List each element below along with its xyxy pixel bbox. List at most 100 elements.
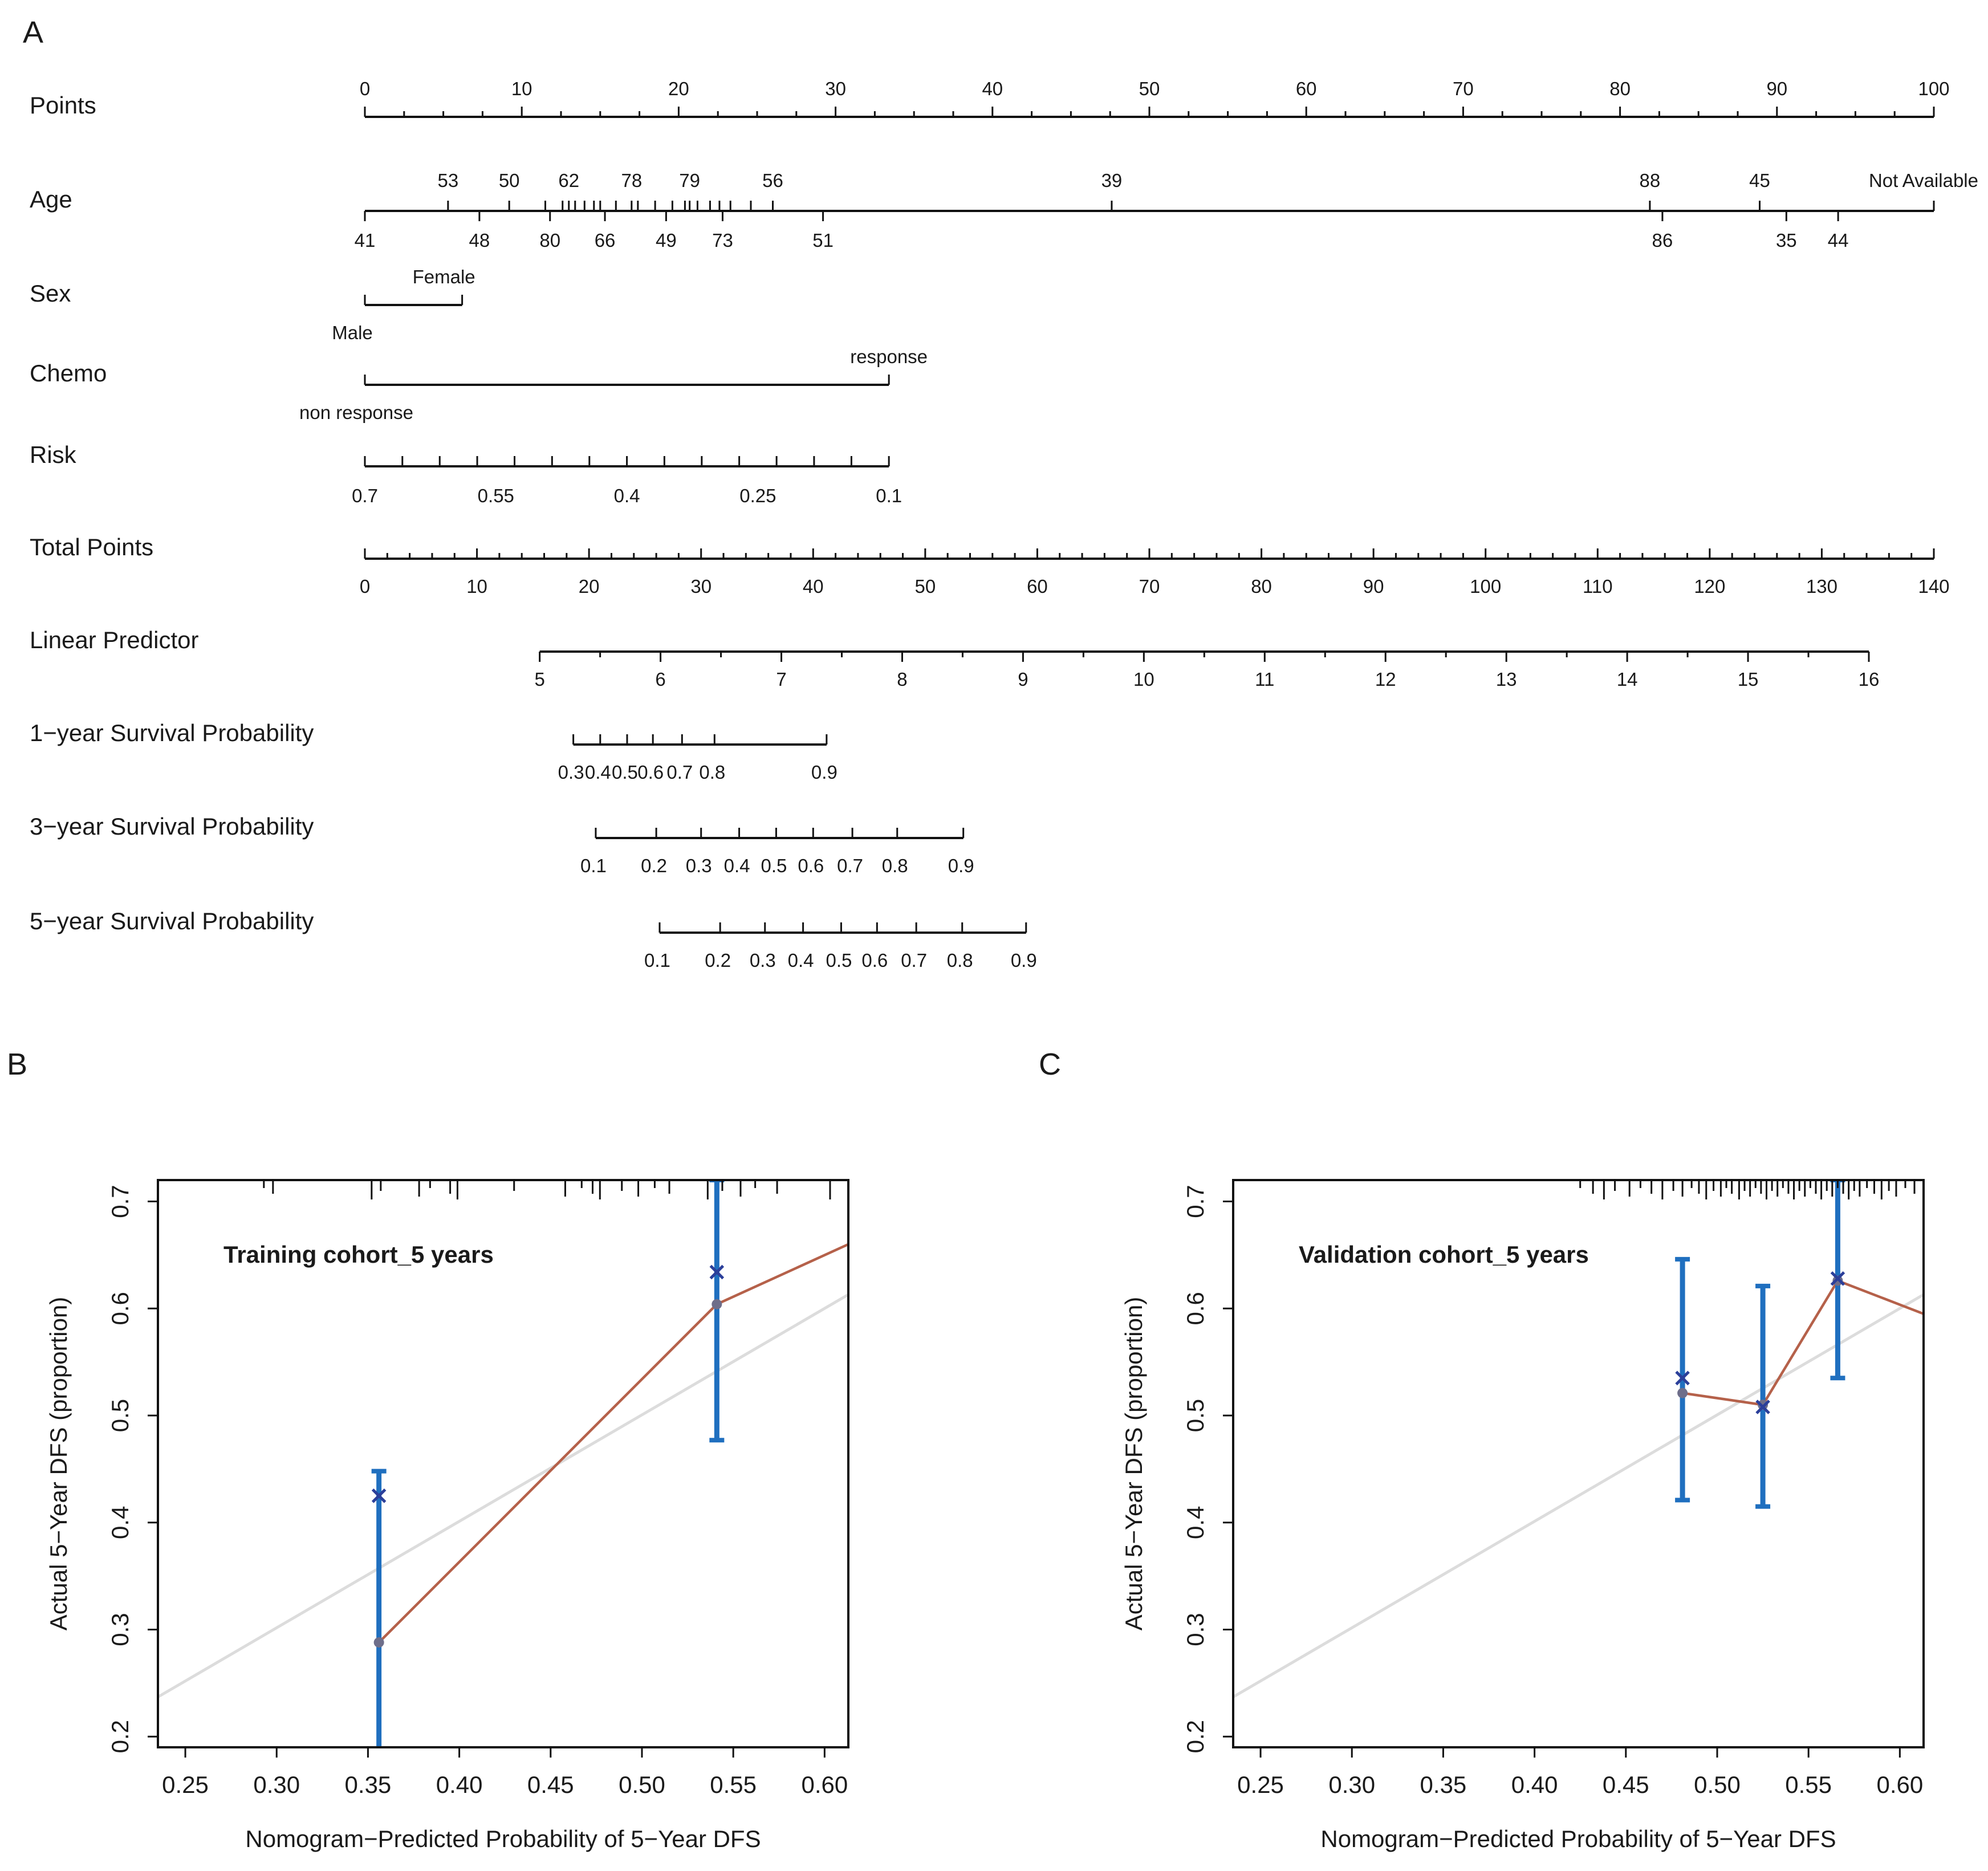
tick-label: 0 bbox=[360, 576, 370, 597]
tick-label: 70 bbox=[1139, 576, 1160, 597]
y-tick-label: 0.4 bbox=[107, 1506, 133, 1539]
x-tick-label: 0.55 bbox=[1785, 1771, 1832, 1798]
y-tick-label: 0.5 bbox=[1182, 1399, 1209, 1432]
tick-label: 130 bbox=[1806, 576, 1837, 597]
tick-label: 9 bbox=[1018, 669, 1028, 690]
tick-label: 40 bbox=[803, 576, 824, 597]
level-label-above: Not Available bbox=[1869, 170, 1978, 191]
row-label: Risk bbox=[30, 441, 77, 468]
x-tick-label: 0.50 bbox=[619, 1771, 665, 1798]
row-label: Chemo bbox=[30, 360, 107, 387]
tick-label: 90 bbox=[1766, 78, 1787, 99]
tick-label: 50 bbox=[914, 576, 936, 597]
x-tick-label: 0.40 bbox=[1511, 1771, 1558, 1798]
tick-label: 15 bbox=[1738, 669, 1759, 690]
level-label-below: 35 bbox=[1776, 230, 1797, 251]
x-tick-label: 0.60 bbox=[1876, 1771, 1923, 1798]
level-label-above: 56 bbox=[762, 170, 783, 191]
level-label-above: response bbox=[850, 346, 928, 367]
x-tick-label: 0.25 bbox=[162, 1771, 209, 1798]
y-tick-label: 0.4 bbox=[1182, 1506, 1209, 1539]
level-label-below: 73 bbox=[712, 230, 733, 251]
cohort-annotation: Training cohort_5 years bbox=[223, 1241, 494, 1268]
row-label: 1−year Survival Probability bbox=[30, 719, 314, 746]
calibration-panel-b: 0.25 0.30 0.35 0.40 0.45 0.50 0.55 0.60 0.2 0.3 0.… bbox=[45, 1179, 849, 1852]
level-label-above: 50 bbox=[499, 170, 520, 191]
x-tick-label: 0.45 bbox=[1603, 1771, 1649, 1798]
tick-label: 0.5 bbox=[761, 855, 787, 876]
level-label-above: 62 bbox=[558, 170, 579, 191]
level-label-above: 53 bbox=[437, 170, 458, 191]
panel-letter-b: B bbox=[7, 1047, 27, 1081]
tick-label: 5 bbox=[534, 669, 544, 690]
x-tick-label: 0.35 bbox=[345, 1771, 392, 1798]
y-tick-label: 0.5 bbox=[107, 1399, 133, 1432]
x-axis-title: Nomogram−Predicted Probability of 5−Year… bbox=[245, 1825, 761, 1852]
tick-label: 90 bbox=[1363, 576, 1384, 597]
apparent-point bbox=[712, 1299, 722, 1309]
tick-label: 7 bbox=[776, 669, 786, 690]
level-label-above: 45 bbox=[1749, 170, 1770, 191]
tick-label: 10 bbox=[511, 78, 532, 99]
panel-letter-c: C bbox=[1039, 1047, 1061, 1081]
y-axis-title: Actual 5−Year DFS (proportion) bbox=[1120, 1297, 1147, 1631]
y-tick-label: 0.2 bbox=[1182, 1720, 1209, 1753]
level-label-below: 66 bbox=[595, 230, 616, 251]
nomogram-row-age: Age 53 50 62 78 79 56 39 88 45 Not Available 41 48 80… bbox=[30, 170, 1978, 251]
level-label-below: non response bbox=[299, 402, 413, 423]
plot-area bbox=[1233, 1180, 1924, 1698]
tick-label: 0.4 bbox=[585, 762, 611, 783]
tick-label: 12 bbox=[1375, 669, 1396, 690]
x-tick-label: 0.30 bbox=[1328, 1771, 1375, 1798]
row-label: 3−year Survival Probability bbox=[30, 813, 314, 840]
tick-label: 8 bbox=[897, 669, 907, 690]
nomogram-row-chemo: Chemo response non response bbox=[30, 346, 928, 423]
tick-label: 0.1 bbox=[644, 950, 670, 971]
tick-label: 0.4 bbox=[788, 950, 814, 971]
apparent-point bbox=[1758, 1400, 1769, 1410]
tick-label: 0.6 bbox=[798, 855, 824, 876]
x-tick-label: 0.55 bbox=[710, 1771, 757, 1798]
tick-label: 0.1 bbox=[580, 855, 607, 876]
row-label: Total Points bbox=[30, 534, 153, 560]
bias-corrected-marker bbox=[371, 1488, 387, 1503]
calibration-panel-c: 0.25 0.30 0.35 0.40 0.45 0.50 0.55 0.60 0.2 0.3 0.… bbox=[1120, 1179, 1925, 1852]
cohort-annotation: Validation cohort_5 years bbox=[1299, 1241, 1589, 1268]
tick-label: 0.4 bbox=[724, 855, 750, 876]
tick-label: 0.3 bbox=[750, 950, 776, 971]
y-tick-label: 0.7 bbox=[1182, 1185, 1209, 1218]
tick-label: 0.1 bbox=[876, 485, 902, 506]
plot-frame bbox=[157, 1179, 849, 1748]
tick-label: 0.8 bbox=[882, 855, 908, 876]
row-label: Sex bbox=[30, 280, 71, 307]
tick-label: 60 bbox=[1027, 576, 1048, 597]
tick-label: 0 bbox=[360, 78, 370, 99]
tick-label: 6 bbox=[655, 669, 665, 690]
y-tick-label: 0.2 bbox=[107, 1720, 133, 1753]
tick-label: 0.3 bbox=[558, 762, 584, 783]
tick-label: 20 bbox=[668, 78, 689, 99]
y-tick-label: 0.7 bbox=[107, 1185, 133, 1218]
tick-label: 13 bbox=[1496, 669, 1517, 690]
tick-label: 110 bbox=[1583, 576, 1613, 597]
bias-corrected-marker bbox=[1675, 1370, 1690, 1386]
x-tick-label: 0.25 bbox=[1237, 1771, 1284, 1798]
level-label-below: 51 bbox=[812, 230, 834, 251]
tick-label: 40 bbox=[982, 78, 1003, 99]
tick-label: 0.5 bbox=[826, 950, 852, 971]
level-label-above: Female bbox=[413, 266, 475, 287]
tick-label: 20 bbox=[579, 576, 600, 597]
y-tick-label: 0.3 bbox=[1182, 1613, 1209, 1646]
level-label-below: Male bbox=[332, 322, 373, 343]
x-tick-label: 0.40 bbox=[436, 1771, 483, 1798]
tick-label: 0.7 bbox=[901, 950, 927, 971]
tick-label: 0.6 bbox=[861, 950, 888, 971]
tick-label: 80 bbox=[1609, 78, 1631, 99]
level-label-below: 49 bbox=[656, 230, 677, 251]
tick-label: 0.9 bbox=[948, 855, 974, 876]
level-label-above: 88 bbox=[1640, 170, 1661, 191]
nomogram-row-surv3: 3−year Survival Probability 0.1 0.2 0.3 0.4 0… bbox=[30, 813, 974, 876]
tick-label: 10 bbox=[1133, 669, 1154, 690]
nomogram-row-surv5: 5−year Survival Probability 0.1 0.2 0.3 0.4 0… bbox=[30, 908, 1037, 971]
nomogram-row-linear-predictor: Linear Predictor 5 6 7 8 9 10 11 12 13 14 15 16 bbox=[30, 627, 1879, 690]
